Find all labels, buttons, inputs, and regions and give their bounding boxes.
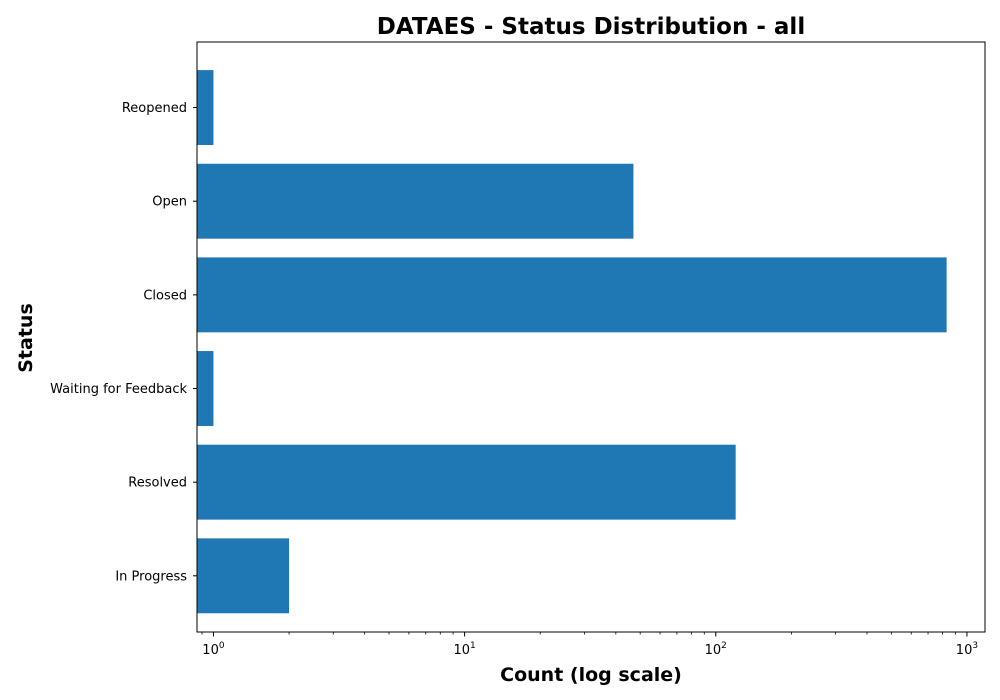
bar-resolved: [197, 444, 736, 520]
x-tick-base: 10: [453, 643, 470, 658]
y-tick-label-waiting-for-feedback: Waiting for Feedback: [50, 382, 187, 397]
y-tick-label-open: Open: [152, 195, 187, 210]
x-tick-base: 10: [705, 643, 722, 658]
x-tick-exponent: 2: [721, 641, 727, 651]
x-tick-label: 103: [956, 641, 978, 658]
bar-reopened: [197, 70, 214, 146]
bar-waiting-for-feedback: [197, 351, 214, 426]
bar-in-progress: [197, 538, 290, 614]
y-tick-label-in-progress: In Progress: [115, 569, 187, 584]
x-axis-label: Count (log scale): [500, 664, 682, 686]
x-tick-exponent: 1: [470, 641, 476, 651]
chart-title: DATAES - Status Distribution - all: [377, 14, 805, 40]
x-tick-exponent: 3: [972, 641, 978, 651]
plot-frame: [196, 41, 986, 633]
x-tick-base: 10: [956, 643, 973, 658]
y-axis-label: Status: [15, 303, 37, 373]
y-tick-label-resolved: Resolved: [128, 476, 187, 491]
bar-open: [197, 163, 634, 239]
x-tick-exponent: 0: [219, 641, 225, 651]
x-tick-label: 101: [453, 641, 475, 658]
plot-area: Reopened Open Closed Waiting for Feedback Re…: [50, 41, 986, 658]
y-tick-label-closed: Closed: [143, 288, 187, 303]
x-tick-label: 102: [705, 641, 727, 658]
y-tick-label-reopened: Reopened: [122, 101, 187, 116]
x-tick-label: 100: [202, 641, 225, 658]
bar-closed: [197, 257, 947, 333]
x-tick-base: 10: [202, 643, 219, 658]
